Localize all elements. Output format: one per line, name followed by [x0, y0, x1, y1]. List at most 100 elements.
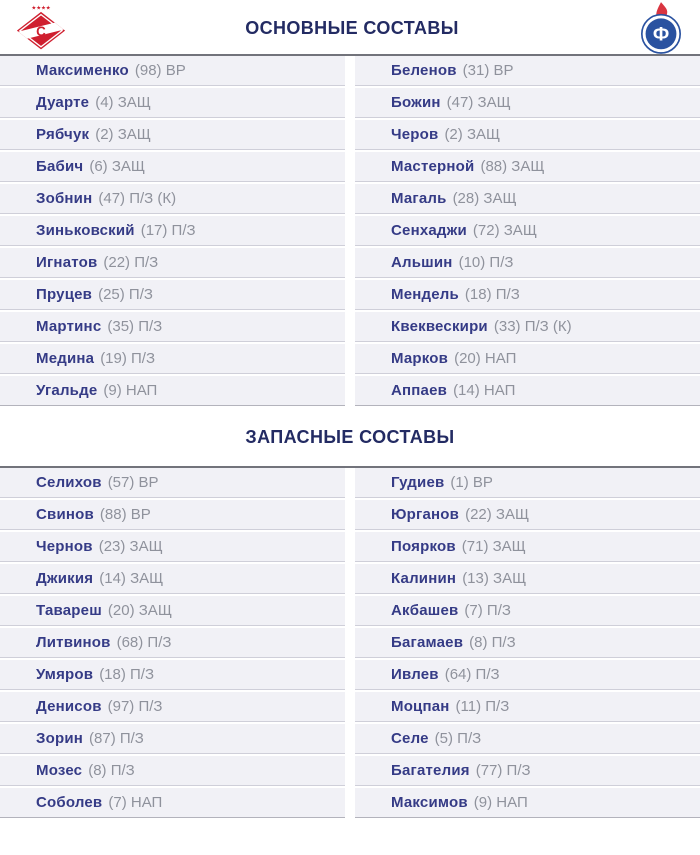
player-number-position: (72) ЗАЩ [472, 222, 537, 239]
player-name: Зорин [36, 730, 84, 747]
player-name: Зобнин [36, 190, 93, 207]
player-number-position: (17) П/З [140, 222, 196, 239]
player-row: Магаль (28) ЗАЩ [355, 184, 700, 214]
svg-text:★★★★: ★★★★ [31, 5, 50, 11]
player-name: Божин [391, 94, 441, 111]
player-number-position: (47) П/З (К) [98, 190, 177, 207]
player-number-position: (5) П/З [434, 730, 482, 747]
player-row: Соболев (7) НАП [0, 788, 345, 818]
player-name: Литвинов [36, 634, 111, 651]
home-main-roster: Максименко (98) ВР Дуарте (4) ЗАЩ Рябчук… [0, 56, 345, 408]
player-name: Черов [391, 126, 439, 143]
player-row: Багателия (77) П/З [355, 756, 700, 786]
player-row: Аппаев (14) НАП [355, 376, 700, 406]
player-name: Игнатов [36, 254, 98, 271]
home-subs-roster: Селихов (57) ВР Свинов (88) ВР Чернов (2… [0, 468, 345, 820]
player-name: Поярков [391, 538, 456, 555]
player-number-position: (18) П/З [99, 666, 155, 683]
away-team-logo-icon: Ф [636, 1, 686, 55]
player-row: Селихов (57) ВР [0, 468, 345, 498]
player-name: Мозес [36, 762, 83, 779]
player-number-position: (8) П/З [469, 634, 516, 651]
player-name: Бабич [36, 158, 84, 175]
player-number-position: (10) П/З [458, 254, 514, 271]
fakel-crest-icon: Ф [641, 2, 681, 54]
player-row: Мартинс (35) П/З [0, 312, 345, 342]
player-number-position: (87) П/З [89, 730, 144, 747]
player-name: Мастерной [391, 158, 475, 175]
player-name: Медина [36, 350, 95, 367]
player-number-position: (28) ЗАЩ [452, 190, 517, 207]
player-number-position: (7) НАП [108, 794, 163, 811]
player-number-position: (98) ВР [134, 62, 186, 79]
player-row: Максимов (9) НАП [355, 788, 700, 818]
player-name: Гудиев [391, 474, 445, 491]
player-number-position: (71) ЗАЩ [461, 538, 526, 555]
player-number-position: (23) ЗАЩ [98, 538, 163, 555]
player-row: Игнатов (22) П/З [0, 248, 345, 278]
player-name: Багателия [391, 762, 470, 779]
player-name: Умяров [36, 666, 94, 683]
player-name: Сенхаджи [391, 222, 467, 239]
player-name: Калинин [391, 570, 457, 587]
spartak-crest-icon: ★★★★ C [16, 5, 66, 50]
player-row: Мендель (18) П/З [355, 280, 700, 310]
player-row: Рябчук (2) ЗАЩ [0, 120, 345, 150]
player-row: Зорин (87) П/З [0, 724, 345, 754]
player-name: Аппаев [391, 382, 448, 399]
player-number-position: (4) ЗАЩ [95, 94, 151, 111]
player-number-position: (47) ЗАЩ [446, 94, 511, 111]
player-name: Беленов [391, 62, 457, 79]
player-number-position: (7) П/З [464, 602, 511, 619]
svg-text:C: C [36, 24, 46, 39]
player-row: Божин (47) ЗАЩ [355, 88, 700, 118]
player-row: Максименко (98) ВР [0, 56, 345, 86]
player-row: Джикия (14) ЗАЩ [0, 564, 345, 594]
player-number-position: (77) П/З [475, 762, 531, 779]
player-number-position: (13) ЗАЩ [462, 570, 527, 587]
player-row: Альшин (10) П/З [355, 248, 700, 278]
player-row: Селе (5) П/З [355, 724, 700, 754]
player-number-position: (35) П/З [107, 318, 163, 335]
player-name: Селе [391, 730, 429, 747]
player-number-position: (31) ВР [462, 62, 514, 79]
player-name: Соболев [36, 794, 103, 811]
player-name: Пруцев [36, 286, 93, 303]
player-number-position: (1) ВР [450, 474, 493, 491]
player-number-position: (20) НАП [454, 350, 517, 367]
substitutes-title: ЗАПАСНЫЕ СОСТАВЫ [245, 426, 455, 447]
player-number-position: (57) ВР [107, 474, 159, 491]
player-number-position: (18) П/З [464, 286, 520, 303]
player-number-position: (64) П/З [444, 666, 500, 683]
player-row: Акбашев (7) П/З [355, 596, 700, 626]
player-number-position: (88) ЗАЩ [480, 158, 545, 175]
header: ★★★★ C ОСНОВНЫЕ СОСТАВЫ Ф [0, 0, 700, 54]
player-number-position: (20) ЗАЩ [107, 602, 172, 619]
away-subs-roster: Гудиев (1) ВР Юрганов (22) ЗАЩ Поярков (… [355, 468, 700, 820]
player-row: Зобнин (47) П/З (К) [0, 184, 345, 214]
player-number-position: (14) ЗАЩ [99, 570, 164, 587]
player-row: Дуарте (4) ЗАЩ [0, 88, 345, 118]
substitutes-section: Селихов (57) ВР Свинов (88) ВР Чернов (2… [0, 468, 700, 820]
player-name: Денисов [36, 698, 102, 715]
player-row: Гудиев (1) ВР [355, 468, 700, 498]
player-row: Пруцев (25) П/З [0, 280, 345, 310]
player-row: Мозес (8) П/З [0, 756, 345, 786]
svg-text:Ф: Ф [653, 24, 669, 45]
player-name: Моцпан [391, 698, 450, 715]
player-row: Свинов (88) ВР [0, 500, 345, 530]
player-name: Максименко [36, 62, 129, 79]
main-lineups-title: ОСНОВНЫЕ СОСТАВЫ [245, 17, 459, 38]
player-number-position: (22) ЗАЩ [465, 506, 530, 523]
player-row: Литвинов (68) П/З [0, 628, 345, 658]
player-name: Дуарте [36, 94, 90, 111]
player-name: Селихов [36, 474, 102, 491]
player-row: Багамаев (8) П/З [355, 628, 700, 658]
player-row: Чернов (23) ЗАЩ [0, 532, 345, 562]
player-name: Магаль [391, 190, 447, 207]
player-row: Умяров (18) П/З [0, 660, 345, 690]
player-number-position: (9) НАП [473, 794, 528, 811]
player-name: Свинов [36, 506, 94, 523]
section-divider [0, 466, 700, 468]
player-name: Акбашев [391, 602, 459, 619]
